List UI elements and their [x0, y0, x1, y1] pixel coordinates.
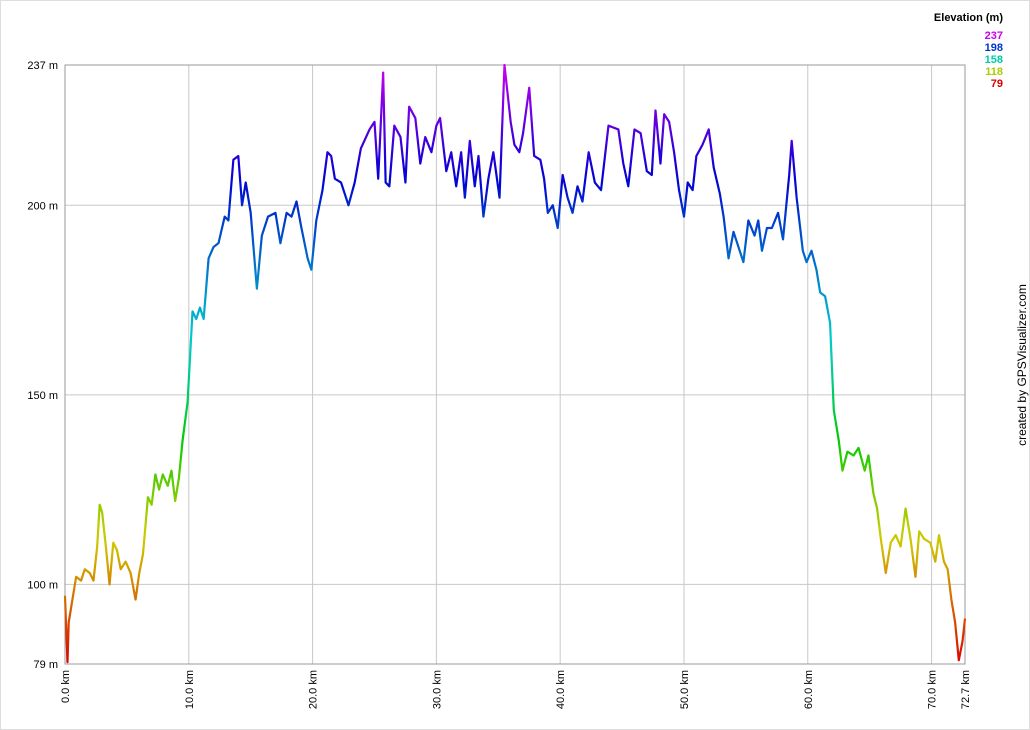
x-tick-label: 60.0 km [803, 670, 815, 709]
legend-title: Elevation (m) [934, 12, 1003, 24]
x-tick-label: 30.0 km [431, 670, 443, 709]
y-tick-label: 200 m [27, 200, 58, 212]
x-tick-label: 72.7 km [960, 670, 972, 709]
legend-entry: 79 [991, 78, 1003, 90]
legend-entry: 237 [985, 30, 1003, 42]
x-tick-label: 20.0 km [308, 670, 320, 709]
x-tick-label: 40.0 km [555, 670, 567, 709]
x-tick-label: 0.0 km [60, 670, 72, 703]
legend-entry: 158 [985, 54, 1003, 66]
x-tick-label: 50.0 km [679, 670, 691, 709]
legend-entry: 198 [985, 42, 1003, 54]
legend-entry: 118 [985, 66, 1003, 78]
elevation-line [63, 63, 967, 664]
y-tick-label: 237 m [27, 60, 58, 72]
y-tick-label: 150 m [27, 390, 58, 402]
x-tick-label: 10.0 km [184, 670, 196, 709]
y-tick-label: 100 m [27, 579, 58, 591]
x-tick-label: 70.0 km [927, 670, 939, 709]
plot-frame [64, 64, 966, 665]
y-tick-label: 79 m [34, 659, 58, 671]
credit: created by GPSVisualizer.com [1015, 284, 1029, 446]
